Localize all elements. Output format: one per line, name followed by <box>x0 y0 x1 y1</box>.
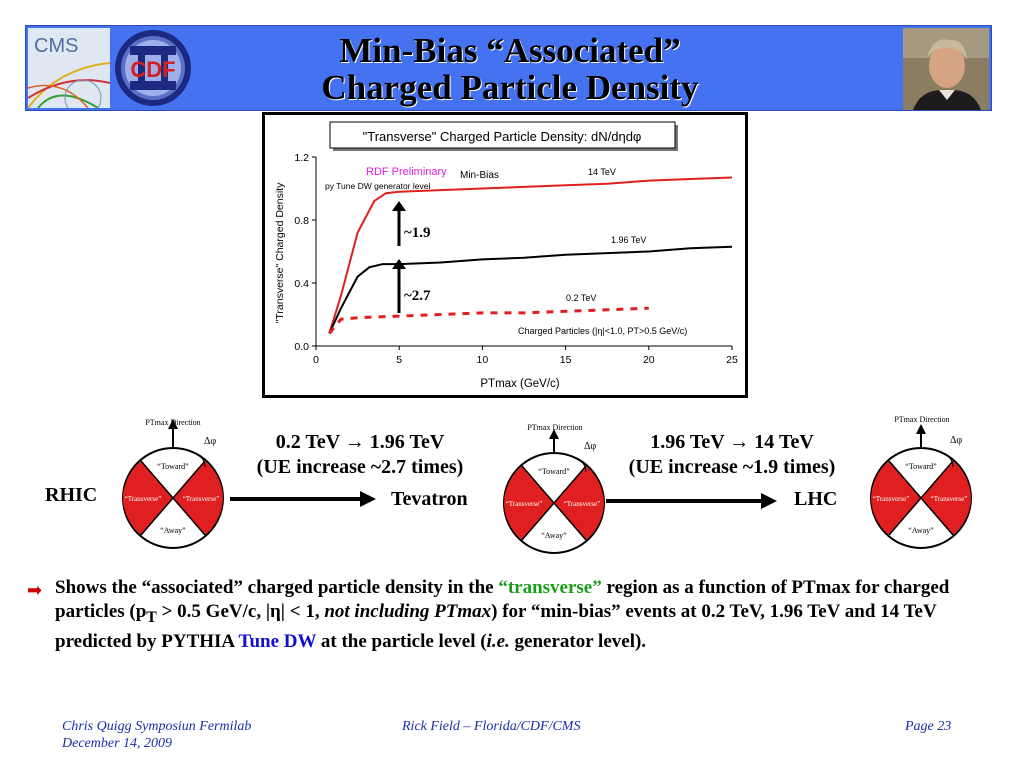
rhic-transverse-left: “Transverse” <box>125 495 162 503</box>
rhic-transverse-right: “Transverse” <box>183 495 220 503</box>
diagram-row: “Toward” “Transverse” “Transverse” “Away… <box>45 415 972 554</box>
desc-transverse: “transverse” <box>498 577 602 598</box>
x-tick-label: 10 <box>477 354 489 366</box>
desc-part5: at the particle level ( <box>316 630 487 652</box>
transition2-line2: (UE increase ~1.9 times) <box>629 456 836 478</box>
x-tick-label: 20 <box>643 354 655 366</box>
lhc-away: “Away” <box>908 526 934 535</box>
page-title-line1: Min-Bias “Associated” <box>339 31 681 70</box>
footer-date: December 14, 2009 <box>62 736 173 751</box>
tevatron-transverse-right: “Transverse” <box>564 500 601 508</box>
ratio-arrows <box>392 201 406 313</box>
lhc-ptmax-label: PTmax Direction <box>894 415 949 424</box>
rhic-toward: “Toward” <box>157 462 189 471</box>
transition2-line1: 1.96 TeV → 14 TeV <box>650 431 814 453</box>
footer-author: Rick Field – Florida/CDF/CMS <box>402 719 581 734</box>
tune-label: py Tune DW generator level <box>325 181 430 191</box>
lhc-dphi: Δφ <box>950 435 962 446</box>
footer-left: Chris Quigg Symposiun Fermilab December … <box>62 718 251 752</box>
lhc-toward: “Toward” <box>905 462 937 471</box>
tevatron-dphi: Δφ <box>584 441 596 452</box>
rhic-away: “Away” <box>160 526 186 535</box>
y-tick-label: 0.8 <box>294 215 309 227</box>
series-line-1 <box>328 245 733 334</box>
footer-page: Page 23 <box>905 719 952 734</box>
bullet-arrow-icon: ➡ <box>27 580 43 600</box>
lhc-label: LHC <box>794 488 837 510</box>
rhic-ptmax-label: PTmax Direction <box>145 418 200 427</box>
tevatron-diagram: “Toward” “Transverse” “Transverse” “Away… <box>503 423 605 554</box>
x-tick-label: 25 <box>726 354 738 366</box>
chart-title: "Transverse" Charged Particle Density: d… <box>363 129 642 144</box>
tevatron-label: Tevatron <box>391 488 468 510</box>
desc-ie: i.e. <box>486 630 510 652</box>
label-14tev: 14 TeV <box>588 167 616 177</box>
footer-event: Chris Quigg Symposiun Fermilab <box>62 719 252 734</box>
description-paragraph: Shows the “associated” charged particle … <box>55 576 990 654</box>
desc-part6: generator level). <box>509 630 647 652</box>
desc-part3: > 0.5 GeV/c, |η| < 1, <box>156 601 325 622</box>
y-tick-label: 0.4 <box>294 278 309 290</box>
y-tick-label: 1.2 <box>294 152 309 164</box>
desc-part1: Shows the “associated” charged particle … <box>55 577 499 598</box>
cms-logo: CMS <box>27 28 111 117</box>
desc-tune-dw: Tune DW <box>238 630 317 652</box>
tevatron-transverse-left: “Transverse” <box>506 500 543 508</box>
desc-italic: not including PTmax <box>324 601 492 622</box>
lhc-transverse-left: “Transverse” <box>873 495 910 503</box>
cdf-logo-text: CDF <box>130 57 175 82</box>
chart-frame: "Transverse" Charged Particle Density: d… <box>262 112 748 398</box>
lhc-transverse-right: “Transverse” <box>931 495 968 503</box>
chart-svg: "Transverse" Charged Particle Density: d… <box>274 121 738 390</box>
cdf-logo: CDF <box>112 28 194 108</box>
x-axis-label: PTmax (GeV/c) <box>480 378 559 390</box>
rhic-diagram: “Toward” “Transverse” “Transverse” “Away… <box>122 418 224 549</box>
desc-subscript-t: T <box>146 608 157 626</box>
transition1-line2: (UE increase ~2.7 times) <box>257 456 464 478</box>
cuts-label: Charged Particles (|η|<1.0, PT>0.5 GeV/c… <box>518 326 687 336</box>
desc-part2: region as a function of PTmax for charge… <box>55 577 950 622</box>
x-tick-label: 15 <box>560 354 572 366</box>
label-02tev: 0.2 TeV <box>566 293 596 303</box>
minbias-label: Min-Bias <box>460 170 499 181</box>
tevatron-toward: “Toward” <box>538 467 570 476</box>
tevatron-ptmax-label: PTmax Direction <box>527 423 582 432</box>
cms-logo-text: CMS <box>34 35 78 57</box>
rhic-dphi: Δφ <box>204 436 216 447</box>
label-196tev: 1.96 TeV <box>611 235 646 245</box>
series-line-0 <box>328 176 733 334</box>
ratio-top-label: ~1.9 <box>404 225 431 241</box>
y-tick-label: 0.0 <box>294 341 309 353</box>
speaker-photo <box>903 28 989 110</box>
x-tick-label: 5 <box>396 354 402 366</box>
rdf-label: RDF Preliminary <box>366 166 447 178</box>
lhc-diagram: “Toward” “Transverse” “Transverse” “Away… <box>870 415 972 549</box>
ratio-bottom-label: ~2.7 <box>404 288 431 304</box>
tevatron-away: “Away” <box>541 531 567 540</box>
desc-part4: ) for “min-bias” events at 0.2 TeV, 1.96… <box>55 601 937 652</box>
x-tick-label: 0 <box>313 354 319 366</box>
rhic-label: RHIC <box>45 484 97 506</box>
y-axis-label: "Transverse" Charged Density <box>274 182 286 323</box>
page-title-line2: Charged Particle Density <box>321 68 699 107</box>
transition1-line1: 0.2 TeV → 1.96 TeV <box>276 431 445 453</box>
